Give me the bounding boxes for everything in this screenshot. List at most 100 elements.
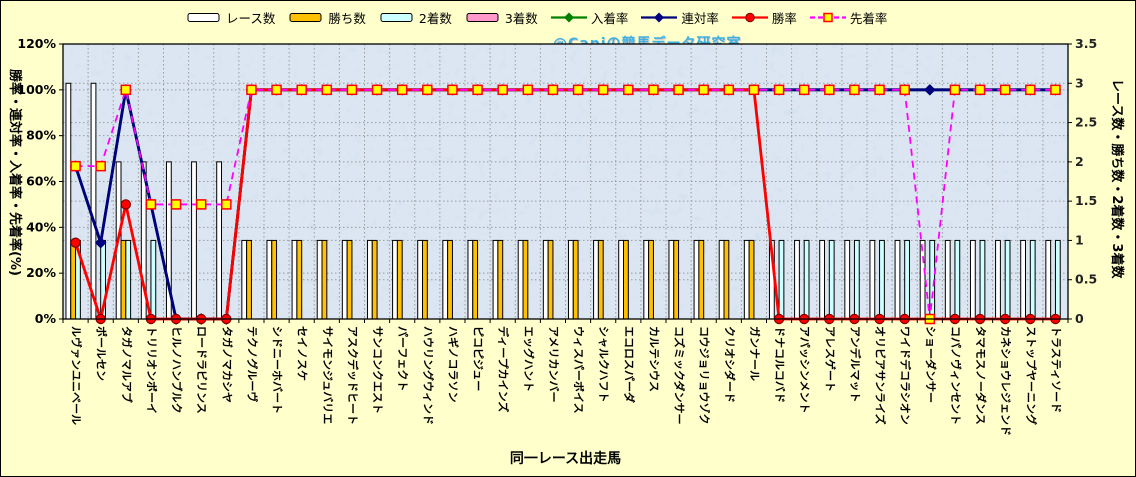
bar-レース数: [467, 239, 474, 320]
legend-label: 勝率: [771, 10, 797, 26]
bar-レース数: [442, 239, 449, 320]
legend-label: 入着率: [590, 10, 629, 26]
x-category-label: オリビアサンライズ: [874, 326, 888, 425]
legend-item-3着数: 3着数: [465, 8, 538, 27]
bar-レース数: [191, 161, 197, 320]
x-category-label: カルテシウス: [647, 326, 660, 392]
bar-2着数: [1054, 239, 1061, 320]
left-tick-label: 60%: [26, 174, 56, 189]
x-category-label: クリオシダード: [723, 326, 737, 403]
x-category-label: タガノマカシヤ: [220, 326, 234, 403]
legend-bar-icon: [380, 12, 413, 22]
x-category-label: エコロスパーダ: [622, 326, 636, 403]
left-tick-label: 100%: [17, 82, 56, 97]
bar-レース数: [618, 239, 625, 320]
right-axis-title: レース数・勝ち数・2着数・3着数: [1109, 79, 1125, 279]
bar-レース数: [844, 239, 851, 320]
marker-先着率: [271, 84, 282, 96]
legend-line-icon: [809, 12, 846, 22]
marker-先着率: [673, 84, 684, 96]
legend-item-レース数: レース数: [186, 8, 275, 27]
bar-レース数: [517, 239, 524, 320]
bar-レース数: [1020, 239, 1027, 320]
x-category-label: アスクデッドヒート: [346, 326, 360, 425]
bar-勝ち数: [648, 239, 654, 320]
x-category-label: パーフェクト: [396, 326, 409, 391]
marker-先着率: [1050, 84, 1061, 96]
bar-勝ち数: [371, 239, 378, 320]
bar-勝ち数: [447, 239, 453, 320]
legend-line-icon: [641, 12, 678, 22]
marker-先着率: [346, 84, 358, 96]
x-category-label: サンコンクエスト: [371, 326, 384, 414]
marker-先着率: [597, 84, 609, 96]
marker-先着率: [145, 199, 157, 210]
x-category-label: トラスティソード: [1049, 326, 1062, 413]
marker-先着率: [547, 84, 559, 96]
marker-先着率: [95, 160, 106, 172]
marker-先着率: [698, 84, 709, 96]
marker-連対率: [94, 236, 107, 249]
bar-2着数: [853, 239, 860, 320]
x-category-label: シドニーホバート: [271, 326, 284, 414]
marker-先着率: [974, 84, 986, 96]
right-tick-label: 1.5: [1075, 193, 1097, 208]
x-category-label: ハギノコラソン: [446, 326, 460, 403]
x-category-label: コウジョリョウゾク: [698, 326, 712, 425]
x-category-label: ウィスパーボイス: [572, 326, 586, 414]
bar-2着数: [879, 239, 885, 320]
bar-レース数: [643, 239, 650, 320]
x-category-label: タマモスノーダンス: [974, 326, 988, 425]
x-category-label: トリリオンボーイ: [145, 326, 159, 414]
bar-勝ち数: [246, 239, 252, 320]
bar-レース数: [919, 239, 926, 320]
bar-レース数: [492, 239, 499, 320]
right-tick-label: 3.5: [1075, 36, 1097, 51]
legend-item-勝ち数: 勝ち数: [288, 8, 366, 27]
bar-レース数: [216, 161, 223, 320]
legend-label: レース数: [226, 10, 276, 26]
bar-レース数: [542, 239, 549, 320]
right-tick-label: 2.5: [1075, 115, 1097, 130]
marker-先着率: [999, 84, 1011, 96]
x-category-label: コパノヴィンセント: [949, 326, 963, 425]
x-category-label: アメリカンバー: [547, 326, 560, 402]
legend-bar-icon: [466, 12, 499, 22]
bar-レース数: [90, 82, 97, 320]
marker-先着率: [899, 84, 910, 96]
bar-レース数: [366, 239, 373, 320]
bar-レース数: [291, 239, 298, 320]
right-tick-label: 3: [1075, 75, 1084, 90]
bar-レース数: [743, 239, 750, 320]
bar-勝ち数: [472, 239, 479, 320]
legend-item-2着数: 2着数: [379, 8, 452, 27]
marker-先着率: [849, 84, 860, 96]
bar-2着数: [979, 239, 986, 320]
bar-レース数: [392, 239, 398, 320]
bar-2着数: [125, 239, 132, 320]
bar-勝ち数: [723, 239, 730, 320]
x-category-label: ハウリングウィンド: [421, 326, 435, 425]
marker-先着率: [321, 84, 333, 96]
bar-勝ち数: [396, 239, 403, 320]
bar-2着数: [1004, 239, 1011, 320]
right-tick-label: 0: [1075, 311, 1084, 326]
legend-label: 連対率: [681, 10, 719, 26]
marker-先着率: [422, 84, 433, 96]
marker-先着率: [447, 84, 458, 96]
bar-勝ち数: [497, 239, 504, 320]
bar-勝ち数: [748, 239, 755, 320]
bar-2着数: [1029, 239, 1036, 320]
marker-先着率: [874, 84, 885, 96]
marker-勝率: [70, 237, 81, 248]
x-category-label: ヒルノハンブルク: [170, 326, 184, 414]
marker-先着率: [70, 160, 81, 172]
x-category-label: アレスゲート: [823, 326, 837, 392]
marker-先着率: [522, 84, 534, 96]
bar-勝ち数: [120, 239, 127, 320]
x-category-label: ワイドデコラシオン: [899, 326, 913, 425]
bar-レース数: [341, 239, 348, 320]
legend-label: 勝ち数: [328, 10, 366, 26]
bar-勝ち数: [346, 239, 353, 320]
